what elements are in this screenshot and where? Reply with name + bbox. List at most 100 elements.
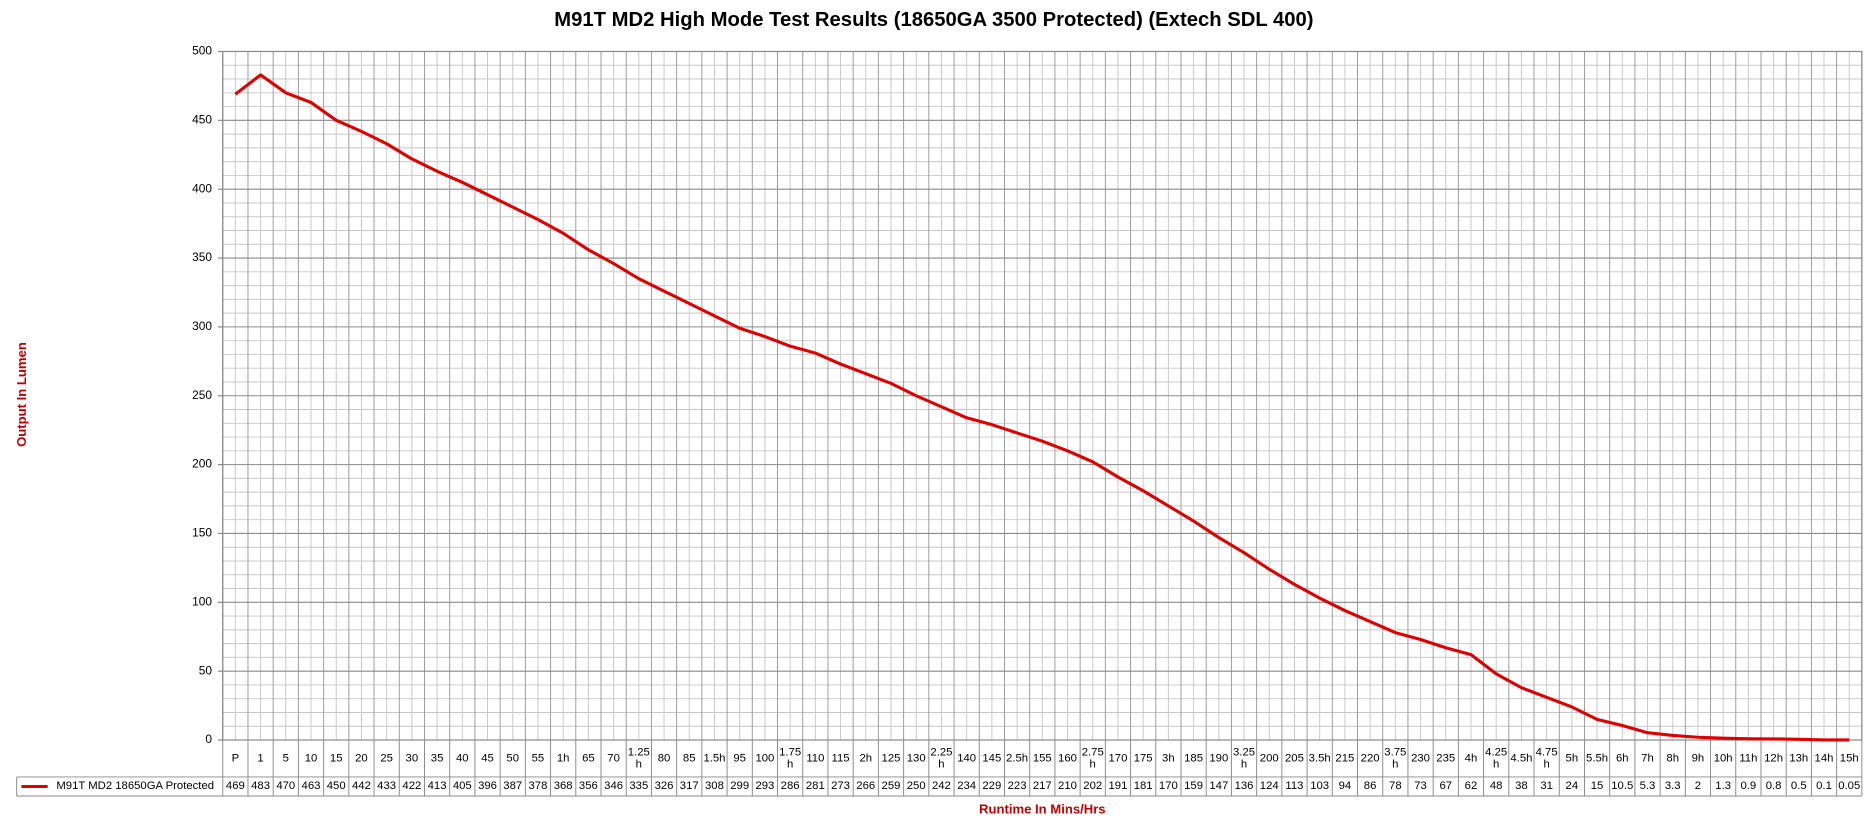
data-table-value: 1.3 [1715, 779, 1732, 793]
x-tick-label-box: 3.75h [1384, 745, 1407, 771]
x-tick-label: 175 [1133, 751, 1153, 765]
data-table-value-box: 378 [528, 780, 547, 792]
x-tick-label-box: 15h [1839, 751, 1859, 765]
y-tick-label: 400 [192, 181, 212, 195]
x-tick-label: 4h [1464, 751, 1478, 765]
x-tick-label-box: 6h [1615, 751, 1629, 765]
data-table-value: 335 [629, 779, 649, 793]
data-table-value: 15 [1590, 779, 1604, 793]
data-table-value-box: 266 [856, 780, 875, 792]
x-tick-label: 115 [831, 751, 850, 765]
x-tick-label: 215 [1335, 751, 1355, 765]
x-tick-label: 3.75h [1384, 745, 1407, 771]
data-table-value-box: 223 [1008, 780, 1027, 792]
x-tick-label-box: 190 [1209, 752, 1228, 764]
data-table-value-box: 242 [931, 779, 951, 793]
data-table-value: 273 [831, 779, 850, 793]
data-table-value-box: 281 [805, 779, 825, 793]
data-table-value-box: 450 [327, 780, 346, 792]
x-tick-label-box: 1h [556, 751, 570, 765]
x-tick-label: 2.5h [1006, 751, 1029, 765]
data-table-value-box: 136 [1234, 779, 1254, 793]
data-table-value: 433 [377, 779, 397, 793]
data-table-value: 293 [755, 779, 775, 793]
x-tick-label: P [231, 751, 240, 765]
x-tick-label: 140 [957, 751, 977, 765]
data-table-value: 368 [553, 779, 573, 793]
x-tick-label: 35 [430, 751, 444, 765]
data-table-value-box: 159 [1184, 780, 1203, 792]
x-tick-label-box: 160 [1058, 752, 1077, 764]
data-table-value: 2 [1694, 779, 1702, 793]
data-table-value: 78 [1389, 779, 1402, 793]
x-tick-label-box: 1.25h [628, 746, 650, 770]
data-table-value: 10.5 [1611, 779, 1634, 793]
x-tick-label-box: 12h [1764, 751, 1784, 765]
data-table-value: 38 [1515, 779, 1528, 793]
data-table-value: 191 [1108, 779, 1128, 793]
y-tick-label: 300 [192, 319, 212, 333]
data-table-value-box: 62 [1465, 780, 1478, 792]
x-tick-label-box: 2.25h [930, 746, 952, 770]
x-tick-label: 85 [682, 751, 696, 765]
x-tick-label-box: 155 [1032, 751, 1052, 765]
data-table-value: 250 [906, 779, 926, 793]
x-tick-label: 15 [329, 751, 343, 765]
x-tick-label: 6h [1615, 751, 1629, 765]
x-tick-label-box: 14h [1815, 752, 1834, 764]
x-tick-label: 125 [881, 751, 901, 765]
x-tick-label: 5h [1565, 751, 1579, 765]
data-table-value-box: 483 [251, 780, 270, 792]
data-table-value: 281 [805, 779, 825, 793]
data-table-value: 3.3 [1664, 779, 1681, 793]
x-tick-label-box: 115 [831, 751, 850, 765]
x-tick-label-box: 2.5h [1006, 751, 1029, 765]
data-table-value-box: 113 [1285, 780, 1303, 792]
data-table-value: 147 [1209, 779, 1229, 793]
x-tick-label: 8h [1666, 751, 1680, 765]
x-tick-label: 15h [1839, 751, 1859, 765]
data-table-value: 136 [1234, 779, 1254, 793]
data-table-value: 405 [452, 779, 472, 793]
x-tick-label-box: 3h [1162, 752, 1175, 764]
x-tick-label: 80 [657, 751, 671, 765]
x-tick-label-box: 9h [1692, 752, 1705, 764]
x-tick-label: 1h [556, 751, 570, 765]
x-tick-label-box: 5.5h [1586, 752, 1608, 764]
data-table-value-box: 0.1 [1816, 780, 1832, 792]
x-tick-label: 220 [1360, 751, 1380, 765]
x-tick-label-box: 35 [430, 751, 444, 765]
x-tick-label-box: 4.25h [1485, 746, 1507, 770]
x-tick-label-box: 1.5h [703, 752, 725, 764]
data-table-value-box: 317 [679, 779, 699, 793]
data-table-value-box: 229 [982, 780, 1001, 792]
data-table-value-box: 202 [1083, 780, 1102, 792]
data-table-value-box: 31 [1540, 779, 1553, 793]
x-tick-label: 170 [1108, 751, 1128, 765]
x-tick-label-box: 140 [957, 751, 977, 765]
x-tick-label-box: 25 [380, 752, 393, 764]
data-table-value: 317 [679, 779, 699, 793]
x-tick-label: 95 [733, 751, 746, 765]
x-tick-label-box: 175 [1133, 751, 1153, 765]
x-tick-label-box: 55 [532, 752, 545, 764]
data-table-value-box: 210 [1058, 780, 1077, 792]
x-tick-label: 12h [1764, 751, 1784, 765]
x-tick-label: 155 [1032, 751, 1052, 765]
data-table-value-box: 396 [478, 780, 497, 792]
data-table-value: 181 [1133, 779, 1153, 793]
x-tick-label-box: 15 [329, 751, 343, 765]
x-tick-label-box: 125 [881, 751, 901, 765]
x-tick-label-box: 45 [481, 752, 494, 764]
data-table-value-box: 442 [352, 780, 371, 792]
data-table-value-box: 0.9 [1740, 780, 1756, 792]
x-tick-label: 2.75h [1081, 745, 1104, 771]
data-table-value-box: 0.8 [1766, 780, 1782, 792]
data-table-value: 31 [1540, 779, 1553, 793]
data-table-value: 242 [931, 779, 951, 793]
y-axis-title: Output In Lumen [14, 342, 29, 447]
y-tick-label: 500 [192, 44, 212, 58]
chart-title: M91T MD2 High Mode Test Results (18650GA… [554, 9, 1313, 31]
x-tick-label-box: 100 [755, 752, 774, 764]
